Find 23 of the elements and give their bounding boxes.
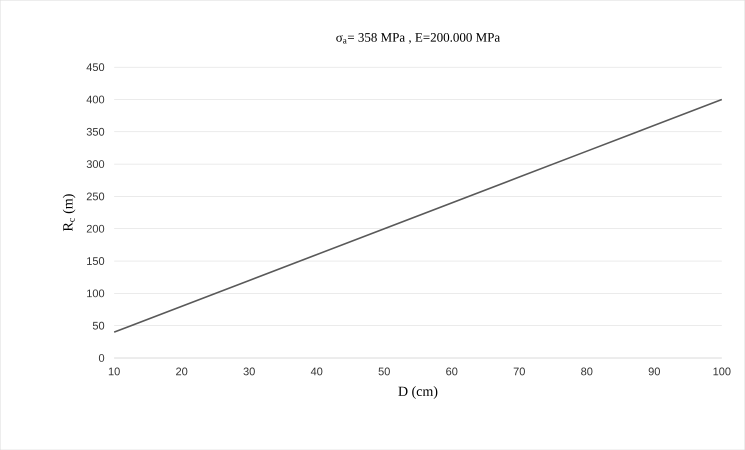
y-tick-label: 450: [86, 63, 104, 71]
y-tick-label: 250: [86, 192, 104, 200]
y-axis-title: R$_{c}$ (m): [62, 194, 76, 232]
x-tick-label: 30: [243, 367, 255, 376]
x-axis-title: D (cm): [398, 386, 438, 399]
x-tick-label: 90: [648, 367, 660, 376]
y-tick-label: 0: [98, 354, 104, 362]
y-tick-label: 150: [87, 257, 104, 265]
x-tick-label: 10: [108, 367, 120, 376]
x-tick-label: 40: [310, 367, 322, 376]
y-tick-label: 100: [87, 289, 104, 298]
chart-title: σ$_{a}$= 358 MPa , E=200.000 MPa: [336, 32, 500, 44]
x-tick-label: 100: [713, 367, 731, 376]
x-tick-label: 50: [378, 367, 390, 376]
x-tick-label: 20: [176, 367, 188, 376]
y-tick-label: 400: [86, 96, 104, 104]
y-tick-label: 50: [92, 322, 104, 330]
x-tick-label: 70: [514, 367, 525, 376]
y-tick-label: 300: [86, 160, 104, 168]
x-tick-label: 60: [446, 367, 458, 376]
y-tick-label: 350: [86, 128, 104, 136]
x-tick-label: 80: [581, 367, 592, 376]
y-tick-label: 200: [86, 224, 104, 233]
